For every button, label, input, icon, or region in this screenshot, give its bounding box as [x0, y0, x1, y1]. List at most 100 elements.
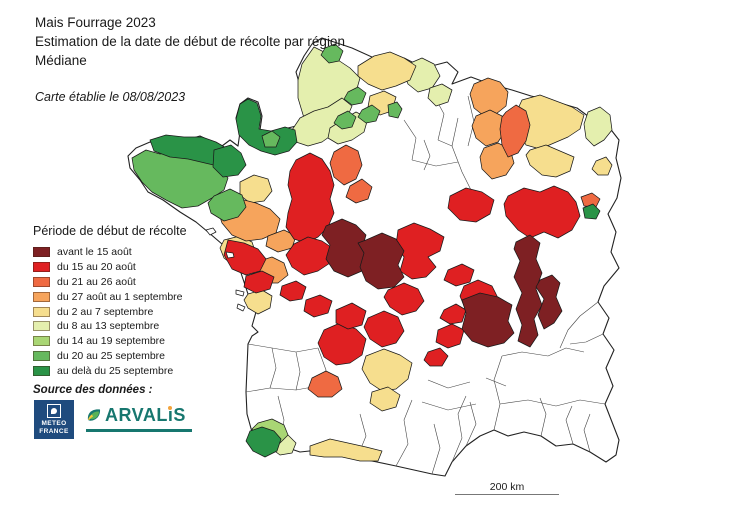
- title-line-2: Estimation de la date de début de récolt…: [35, 34, 345, 49]
- meteo-france-logo: METEO FRANCE: [34, 400, 74, 439]
- region-touraine-ouest-rouge: [285, 236, 335, 276]
- meteo-logo-line2: FRANCE: [39, 427, 69, 435]
- map-scale-bar: 200 km: [455, 481, 559, 495]
- region-limousin-est-rouge: [363, 310, 405, 348]
- region-poitou-sud-rouge: [303, 294, 333, 318]
- meteo-logo-line1: METEO: [41, 420, 67, 427]
- region-poitou-rouge: [279, 280, 307, 302]
- region-berry-noir: [357, 232, 405, 290]
- region-ile-de-re: [235, 289, 245, 297]
- legend-color-swatch: [33, 306, 50, 317]
- region-flandre-vert: [320, 43, 344, 64]
- region-bourgogne-rouge-1: [447, 187, 495, 223]
- legend-color-swatch: [33, 321, 50, 332]
- region-tarn-jaune-1: [361, 348, 413, 392]
- legend-item: du 15 au 20 août: [33, 260, 223, 275]
- region-alsace-jaune: [591, 156, 613, 176]
- region-bretagne-nord-est: [212, 144, 247, 178]
- legend-item: au delà du 25 septembre: [33, 363, 223, 378]
- legend-item-label: du 21 au 26 août: [57, 275, 136, 288]
- legend-item-label: du 14 au 19 septembre: [57, 335, 165, 348]
- arvalis-i-dot: [167, 406, 172, 410]
- legend-color-swatch: [33, 262, 50, 273]
- legend-item-label: avant le 15 août: [57, 246, 132, 259]
- map-date-note: Carte établie le 08/08/2023: [35, 90, 186, 104]
- legend-item-label: du 8 au 13 septembre: [57, 320, 160, 333]
- region-bretagne-sud-est: [207, 188, 247, 222]
- legend-color-swatch: [33, 276, 50, 287]
- legend-title: Période de début de récolte: [33, 224, 187, 238]
- legend-color-swatch: [33, 247, 50, 258]
- scale-bar-label: 200 km: [489, 481, 525, 493]
- region-cantal-orange: [307, 370, 343, 398]
- legend-item: du 14 au 19 septembre: [33, 334, 223, 349]
- source-label: Source des données :: [33, 384, 153, 396]
- legend-item-label: du 2 au 7 septembre: [57, 305, 154, 318]
- region-ile-belle-ile: [205, 227, 217, 236]
- legend-item: du 20 au 25 septembre: [33, 349, 223, 364]
- legend-item: du 8 au 13 septembre: [33, 319, 223, 334]
- title-line-3: Médiane: [35, 53, 87, 68]
- arvalis-wordmark: ARVALıS: [105, 405, 186, 425]
- legend-item-label: au delà du 25 septembre: [57, 364, 174, 377]
- region-alsace-sud-orange: [580, 192, 601, 208]
- region-alsace-sud-vert: [582, 203, 601, 220]
- arvalis-underline: [86, 429, 192, 432]
- region-lorraine-ouest-orange: [471, 109, 507, 147]
- legend-color-swatch: [33, 291, 50, 302]
- region-pyrenees-jaune: [309, 438, 383, 462]
- region-lorraine-coeur: [499, 104, 531, 158]
- arvalis-logo: ARVALıS: [86, 402, 198, 436]
- region-alsace-nord: [583, 106, 613, 147]
- region-drome-rouge-1: [435, 323, 465, 349]
- region-auvergne-noir: [461, 292, 515, 348]
- meteo-france-symbol-icon: [47, 404, 61, 418]
- region-bourgogne-rouge-2: [503, 185, 581, 239]
- map-regions: [131, 43, 613, 462]
- region-vendee-rouge-2: [243, 270, 275, 294]
- region-normandie-ouest: [235, 98, 298, 156]
- region-vendee-rouge-1: [223, 239, 267, 276]
- region-tarn-jaune-2: [369, 386, 401, 412]
- region-creuse-rouge: [383, 282, 425, 316]
- legend-item: du 21 au 26 août: [33, 275, 223, 290]
- region-artois-vert-1: [343, 86, 367, 106]
- legend-item-label: du 20 au 25 septembre: [57, 349, 165, 362]
- legend-items: avant le 15 août du 15 au 20 août du 21 …: [33, 245, 223, 378]
- legend-item-label: du 27 août au 1 septembre: [57, 290, 183, 303]
- region-drome-rouge-2: [423, 347, 449, 367]
- legend-color-swatch: [33, 350, 50, 361]
- region-somme-vert: [333, 110, 357, 130]
- region-ile-oleron: [236, 303, 246, 312]
- scale-bar-line: [455, 494, 559, 495]
- arvalis-i-letter: ı: [167, 405, 174, 425]
- region-ile-noirmoutier: [225, 251, 235, 259]
- title-line-1: Mais Fourrage 2023: [35, 15, 156, 30]
- region-berry-rouge: [395, 222, 445, 280]
- arvalis-leaf-icon: [87, 408, 101, 421]
- region-pays-basque: [245, 426, 282, 458]
- legend-item: du 27 août au 1 septembre: [33, 289, 223, 304]
- region-lorraine-jaune-2: [525, 144, 575, 178]
- region-normandie-sud-vert: [261, 130, 281, 148]
- region-champagne-orange: [469, 77, 509, 117]
- legend-color-swatch: [33, 336, 50, 347]
- region-allier-rouge: [443, 263, 475, 287]
- map-title: Mais Fourrage 2023 Estimation de la date…: [35, 13, 345, 70]
- region-aisne-pale-2: [427, 83, 453, 107]
- legend-color-swatch: [33, 365, 50, 376]
- region-perche-orange-1: [329, 144, 363, 186]
- legend-item: du 2 au 7 septembre: [33, 304, 223, 319]
- region-lyonnais-rouge-2: [439, 303, 467, 325]
- region-ardeche-noir: [535, 274, 563, 330]
- region-perche-orange-2: [345, 178, 373, 204]
- region-artois-vert-2: [357, 104, 381, 124]
- legend-item: avant le 15 août: [33, 245, 223, 260]
- region-nord-est-jaune: [357, 51, 417, 91]
- legend: Période de début de récolte avant le 15 …: [33, 224, 223, 378]
- region-ile-de-france-vert: [387, 101, 403, 119]
- region-sarthe-rouge: [285, 152, 335, 244]
- region-haute-vienne-rouge: [335, 302, 367, 330]
